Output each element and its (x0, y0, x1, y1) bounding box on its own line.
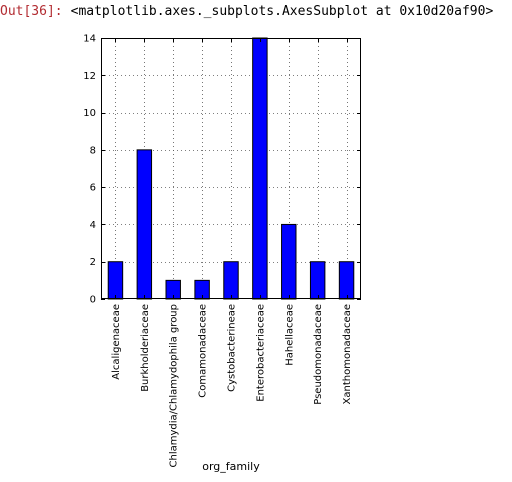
y-tick-label: 10 (83, 108, 96, 119)
bar (224, 262, 238, 299)
x-tick-label: Burkholderiaceae (140, 304, 151, 392)
bar (253, 38, 267, 299)
y-tick-label: 8 (90, 145, 96, 156)
y-tick-label: 2 (90, 257, 96, 268)
y-tick-label: 12 (83, 71, 96, 82)
x-tick-label: Hahellaceae (284, 304, 295, 366)
bars (108, 38, 354, 299)
bar (137, 150, 151, 299)
y-tick-label: 4 (90, 220, 96, 231)
bar (282, 224, 296, 299)
y-tick-label: 0 (90, 295, 96, 306)
bar (108, 262, 122, 299)
x-tick-label: Chlamydia/Chlamydophila group (169, 304, 180, 467)
y-tick-label: 14 (83, 34, 96, 45)
bar (339, 262, 353, 299)
x-axis-label: org_family (202, 460, 260, 473)
x-tick-label: Comamonadaceae (198, 304, 209, 398)
y-tick-labels: 0 2 4 6 8 10 12 14 (83, 34, 96, 306)
x-tick-label: Enterobacteriaceae (255, 304, 266, 402)
x-tick-label: Alcaligenaceae (111, 304, 122, 380)
x-tick-label: Pseudomonadaceae (313, 304, 324, 405)
x-tick-label: Cystobacterineae (227, 304, 238, 392)
bar (310, 262, 324, 299)
y-tick-label: 6 (90, 183, 96, 194)
x-tick-labels: Alcaligenaceae Burkholderiaceae Chlamydia/… (111, 304, 353, 467)
x-tick-label: Xanthomonadaceae (342, 304, 353, 404)
